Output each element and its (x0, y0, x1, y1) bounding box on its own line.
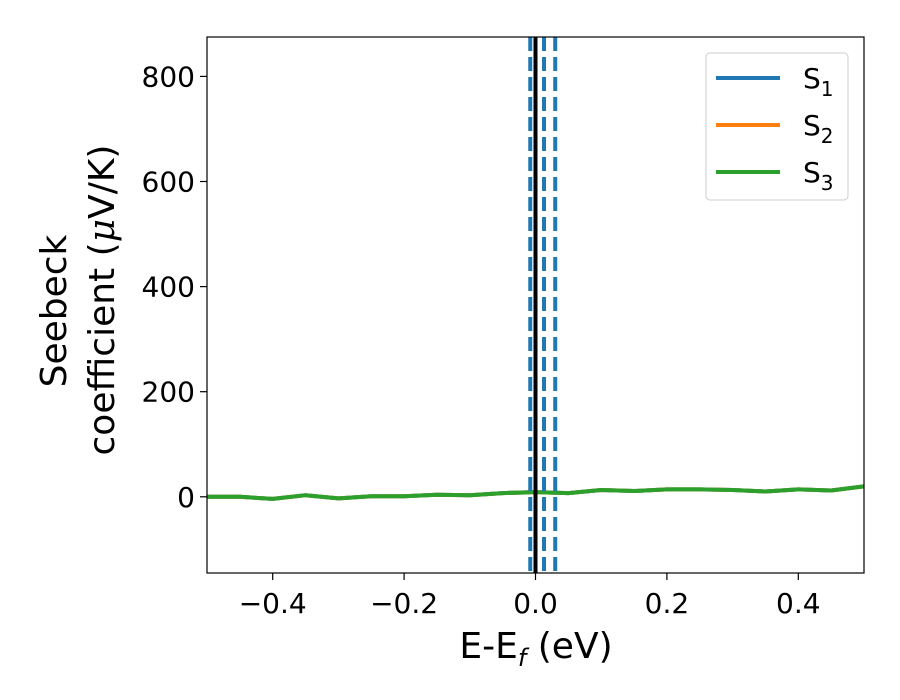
y-tick-label: 200 (142, 376, 195, 409)
y-tick-label: 600 (142, 166, 195, 199)
legend-label-s3: S3 (803, 156, 834, 195)
y-tick-label: 0 (177, 481, 195, 514)
plot-contents (207, 37, 864, 573)
y-axis-label-line1: Seebeck (34, 234, 75, 387)
y-tick-label: 800 (142, 60, 195, 93)
x-tick-label: 0.4 (776, 587, 821, 620)
x-tick-label: −0.2 (370, 587, 438, 620)
plot-area (206, 36, 865, 574)
x-tick-label: 0.2 (645, 587, 690, 620)
legend-label-s2: S2 (803, 109, 834, 148)
y-axis-label-mu: μ (82, 219, 123, 242)
y-axis-label: Seebeck coefficient (μV/K) (34, 145, 123, 456)
x-axis-label: E-Ef (eV) (459, 626, 612, 672)
x-tick-label: −0.4 (239, 587, 307, 620)
x-tick-label: 0.0 (513, 587, 558, 620)
y-tick-label: 400 (142, 271, 195, 304)
y-axis: 0 200 400 600 800 (142, 60, 207, 514)
legend: S1 S2 S3 (705, 52, 849, 201)
x-axis-label-unit: (eV) (526, 626, 612, 667)
y-axis-label-line2: coefficient (μV/K) (82, 145, 123, 456)
legend-label-s1: S1 (803, 62, 834, 101)
x-axis: −0.4 −0.2 0.0 0.2 0.4 (239, 573, 821, 620)
